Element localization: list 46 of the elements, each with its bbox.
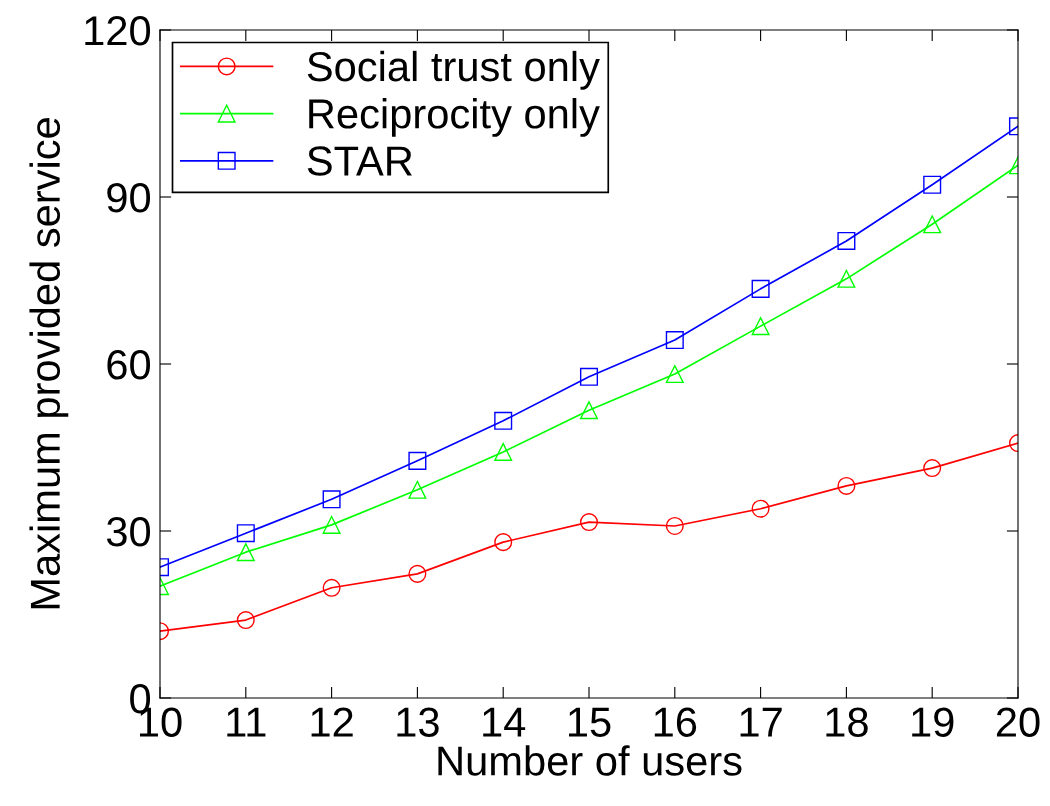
x-tick-label: 14 bbox=[483, 707, 526, 737]
point bbox=[236, 543, 255, 562]
point bbox=[408, 451, 427, 470]
point bbox=[579, 401, 599, 420]
point bbox=[751, 279, 770, 298]
point bbox=[665, 331, 684, 350]
x-tick-label: 11 bbox=[227, 707, 266, 737]
point bbox=[665, 364, 684, 384]
point bbox=[837, 269, 856, 288]
point bbox=[322, 490, 341, 509]
y-tick-label: 30 bbox=[106, 517, 151, 547]
point bbox=[751, 499, 770, 518]
x-tick-label: 15 bbox=[569, 707, 611, 737]
x-tick-label: 18 bbox=[826, 707, 868, 737]
x-tick-label: 19 bbox=[912, 707, 954, 737]
point bbox=[494, 411, 513, 430]
point bbox=[494, 442, 513, 461]
point bbox=[408, 480, 427, 499]
point bbox=[494, 533, 513, 552]
y-tick-label: 120 bbox=[85, 16, 151, 46]
x-tick-label: 16 bbox=[654, 707, 697, 737]
point bbox=[923, 215, 942, 234]
point bbox=[837, 476, 856, 495]
y-axis-title: Maximum provided service bbox=[29, 118, 69, 609]
point bbox=[322, 515, 341, 534]
x-tick-label: 12 bbox=[311, 707, 353, 737]
point bbox=[751, 317, 770, 336]
point bbox=[923, 175, 942, 194]
y-tick-label: 60 bbox=[107, 350, 151, 380]
point bbox=[236, 524, 255, 543]
legend-label: Social trust only bbox=[307, 50, 600, 90]
x-tick-label: 13 bbox=[397, 707, 439, 737]
point bbox=[579, 513, 599, 532]
point bbox=[579, 367, 599, 386]
y-tick-label: 90 bbox=[107, 183, 151, 213]
x-axis-title: Number of users bbox=[438, 745, 742, 776]
x-tick-label: 17 bbox=[740, 707, 782, 737]
point bbox=[923, 459, 942, 478]
point bbox=[837, 231, 856, 251]
point bbox=[408, 564, 427, 583]
point bbox=[236, 611, 255, 630]
point bbox=[322, 578, 341, 597]
x-tick-label: 20 bbox=[996, 707, 1040, 737]
point bbox=[665, 516, 684, 536]
legend-label: STAR bbox=[307, 146, 412, 176]
legend-label: Reciprocity only bbox=[309, 98, 600, 137]
